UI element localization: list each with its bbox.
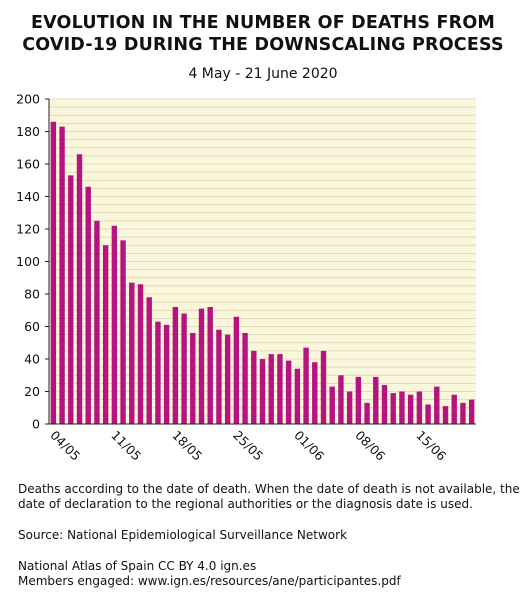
- bar-09-05: [94, 220, 100, 424]
- x-tick-label: 04/05: [47, 428, 83, 464]
- x-tick-labels: 04/05 11/05 18/05 25/05 01/06 08/06 15/06: [47, 428, 449, 464]
- bar-08-06: [355, 376, 362, 424]
- bar-01-06: [294, 368, 301, 424]
- bar-23-05: [216, 329, 222, 424]
- credits: National Atlas of Spain CC BY 4.0 ign.es…: [18, 559, 518, 589]
- y-tick-label: 140: [16, 189, 40, 204]
- bar-11-05: [111, 225, 118, 424]
- bar-06-06: [338, 375, 344, 424]
- axes: [45, 98, 476, 425]
- bar-19-06: [451, 394, 457, 424]
- footnote-line-2: date of declaration to the regional auth…: [18, 497, 473, 511]
- bar-12-05: [120, 240, 126, 424]
- bar-16-06: [425, 404, 431, 424]
- bar-21-06: [468, 399, 475, 424]
- chart-title-line-2: COVID-19 DURING THE DOWNSCALING PROCESS: [22, 35, 504, 55]
- bar-18-06: [442, 406, 449, 424]
- bar-10-06: [373, 376, 379, 424]
- chart-title-line-1: EVOLUTION IN THE NUMBER OF DEATHS FROM: [30, 13, 496, 33]
- y-tick-label: 60: [24, 319, 40, 334]
- bar-07-05: [76, 154, 83, 424]
- bar-14-05: [137, 284, 144, 424]
- bar-08-05: [85, 186, 91, 424]
- y-tick-label: 0: [32, 417, 40, 432]
- y-tick-label: 160: [16, 157, 40, 172]
- footnote: Deaths according to the date of death. W…: [18, 482, 520, 512]
- credit-line-2: Members engaged: www.ign.es/resources/an…: [18, 574, 401, 588]
- bar-07-06: [346, 391, 353, 424]
- bar-16-05: [155, 321, 161, 424]
- x-tick-label: 01/06: [291, 428, 327, 464]
- y-tick-label: 80: [24, 287, 40, 302]
- bar-22-05: [207, 307, 213, 424]
- bar-03-06: [312, 362, 318, 424]
- x-tick-label: 11/05: [108, 428, 144, 464]
- chart-title: EVOLUTION IN THE NUMBER OF DEATHS FROM C…: [0, 12, 526, 56]
- y-tick-label: 100: [16, 254, 40, 269]
- bar-24-05: [224, 334, 231, 424]
- bar-06-05: [68, 175, 74, 424]
- y-tick-label: 20: [24, 384, 40, 399]
- y-tick-label: 120: [16, 222, 40, 237]
- bar-04-06: [320, 350, 327, 424]
- bar-20-05: [190, 333, 196, 424]
- bar-31-05: [285, 360, 292, 424]
- bar-15-06: [416, 391, 423, 424]
- bar-17-05: [163, 324, 170, 424]
- chart-subtitle: 4 May - 21 June 2020: [188, 66, 338, 82]
- source-note: Source: National Epidemiological Surveil…: [18, 528, 348, 542]
- bars: [50, 121, 475, 424]
- bar-10-05: [102, 245, 109, 424]
- credit-line-1: National Atlas of Spain CC BY 4.0 ign.es: [18, 559, 257, 573]
- bar-25-05: [233, 316, 240, 424]
- bar-13-06: [399, 391, 405, 424]
- bar-05-05: [59, 126, 65, 424]
- x-tick-label: 15/06: [413, 428, 449, 464]
- bar-28-05: [259, 359, 266, 424]
- bar-04-05: [50, 121, 57, 424]
- bar-02-06: [303, 347, 309, 424]
- y-tick-label: 200: [16, 92, 40, 107]
- footnote-line-1: Deaths according to the date of death. W…: [18, 482, 520, 496]
- bar-27-05: [251, 350, 257, 424]
- bar-21-05: [198, 308, 205, 424]
- y-tick-label: 40: [24, 352, 40, 367]
- bar-30-05: [277, 354, 283, 424]
- bar-18-05: [172, 307, 179, 424]
- bar-09-06: [364, 402, 370, 424]
- x-tick-label: 25/05: [230, 428, 266, 464]
- x-tick-label: 08/06: [352, 428, 388, 464]
- bar-19-05: [181, 313, 187, 424]
- y-tick-label: 180: [16, 124, 40, 139]
- bar-12-06: [390, 393, 396, 424]
- bar-05-06: [329, 386, 335, 424]
- bar-13-05: [129, 282, 135, 424]
- x-tick-label: 18/05: [169, 428, 205, 464]
- bar-15-05: [146, 297, 152, 424]
- bar-11-06: [381, 385, 388, 424]
- bar-17-06: [434, 386, 440, 424]
- bar-26-05: [242, 333, 248, 424]
- bar-29-05: [268, 354, 274, 424]
- bar-14-06: [407, 394, 414, 424]
- y-tick-labels: 0 20 40 60 80 100 120 140 160 180 200: [16, 92, 40, 432]
- bar-20-06: [460, 402, 466, 424]
